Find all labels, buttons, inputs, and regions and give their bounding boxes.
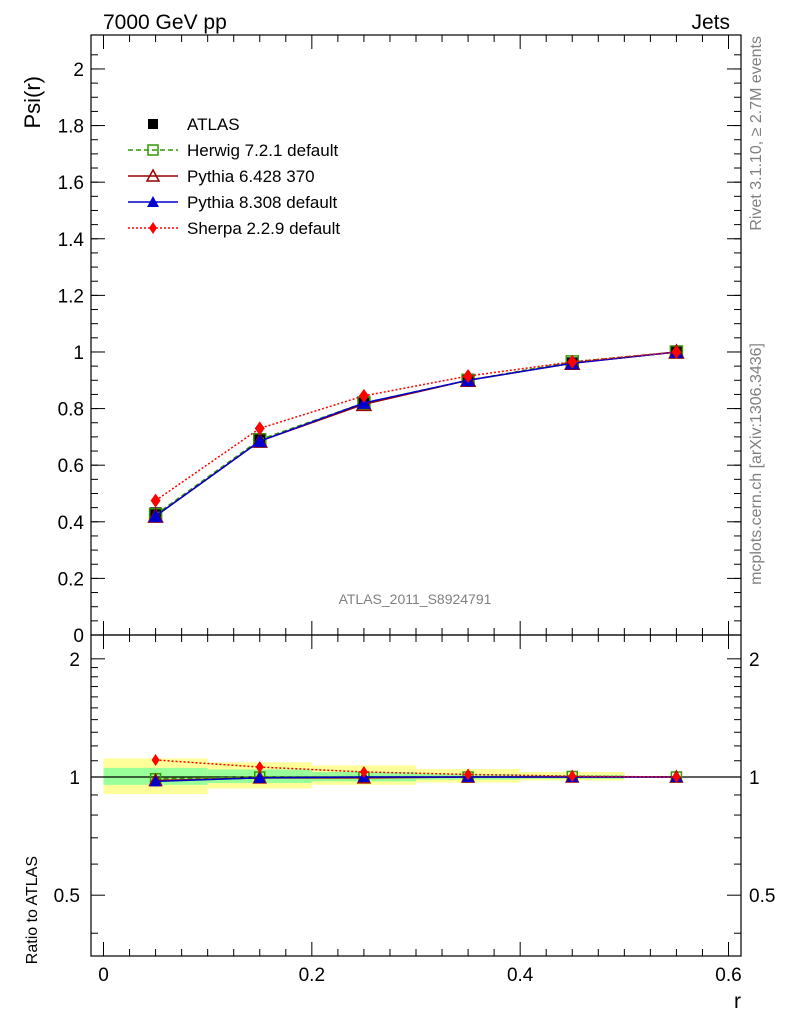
main-line-pythia6 [155, 351, 677, 517]
x-tick-label: 0.6 [715, 965, 741, 986]
legend-marker-pythia8 [147, 196, 159, 207]
x-tick-label: 0.2 [299, 965, 325, 986]
legend-marker-herwig [147, 144, 159, 156]
main-line-herwig [155, 351, 677, 516]
mcplots-label: mcplots.cern.ch [arXiv:1306.3436] [748, 343, 765, 585]
main-y-tick-label: 0.4 [58, 513, 85, 534]
rivet-version-label: Rivet 3.1.10, ≥ 2.7M events [748, 36, 765, 231]
legend-marker-pythia6 [145, 168, 161, 182]
ratio-y-tick-label-right: 0.5 [749, 886, 775, 907]
ratio-line-pythia8 [155, 776, 677, 783]
ratio-y-axis-label: Ratio to ATLAS [24, 856, 41, 964]
ratio-point-sherpa [568, 770, 577, 783]
ratio-point-sherpa [151, 753, 160, 766]
main-point-sherpa [254, 421, 265, 436]
x-tick-label: 0.4 [507, 965, 534, 986]
header-energy-label: 7000 GeV pp [103, 11, 227, 34]
main-y-tick-label: 0.2 [58, 569, 84, 590]
main-y-tick-label: 0.6 [58, 456, 84, 477]
main-y-tick-label: 1 [73, 343, 84, 364]
legend-label-atlas: ATLAS [187, 115, 240, 134]
main-line-pythia8 [155, 351, 677, 517]
header-process-label: Jets [691, 11, 730, 34]
main-point-sherpa [358, 388, 369, 403]
ratio-point-sherpa [464, 768, 473, 781]
main-y-tick-label: 1.6 [58, 173, 84, 194]
chart-series [147, 343, 685, 787]
main-point-pythia8 [148, 509, 163, 523]
ratio-point-pythia8 [149, 775, 162, 787]
legend-marker-sherpa [149, 222, 157, 234]
main-y-tick-label: 1.2 [58, 286, 84, 307]
x-tick-label: 0 [98, 965, 109, 986]
main-point-sherpa [463, 369, 474, 384]
x-axis-label: r [734, 990, 741, 1013]
ratio-y-tick-label-right: 2 [749, 650, 760, 671]
ratio-y-tick-label-right: 1 [749, 768, 760, 789]
ratio-y-tick-label: 2 [69, 650, 80, 671]
main-point-sherpa [150, 493, 161, 508]
ratio-point-sherpa [255, 761, 264, 774]
main-y-tick-label: 1.8 [58, 117, 84, 138]
main-y-tick-label: 0 [73, 626, 84, 647]
main-line-sherpa [155, 351, 677, 502]
main-point-sherpa [671, 344, 682, 359]
main-y-tick-label: 2 [73, 60, 84, 81]
legend-label-sherpa: Sherpa 2.2.9 default [187, 219, 340, 238]
ratio-y-tick-label: 0.5 [54, 886, 80, 907]
main-y-tick-label: 1.4 [58, 230, 85, 251]
main-point-pythia8 [252, 434, 267, 448]
ratio-y-tick-label: 1 [69, 768, 80, 789]
main-y-axis-label: Psi(r) [20, 76, 45, 129]
ratio-point-pythia8 [253, 771, 266, 783]
ratio-point-sherpa [672, 771, 681, 784]
legend: ATLAS Herwig 7.2.1 default Pythia 6.428 37… [128, 115, 340, 238]
main-point-sherpa [567, 354, 578, 369]
ratio-point-sherpa [359, 765, 368, 778]
ratio-panel-frame [90, 634, 742, 957]
main-y-tick-label: 0.8 [58, 400, 84, 421]
analysis-id-label: ATLAS_2011_S8924791 [339, 591, 492, 607]
legend-label-pythia8: Pythia 8.308 default [187, 193, 338, 212]
chart-ticks: 0 0.2 0.4 0.6 0.8 1 1.2 1.4 1.6 1.8 2 0 0.2 0.4 0.6 0.5… [54, 35, 775, 986]
legend-marker-atlas [148, 119, 158, 129]
ratio-line-sherpa [155, 759, 677, 778]
legend-label-pythia6: Pythia 6.428 370 [187, 167, 315, 186]
legend-label-herwig: Herwig 7.2.1 default [187, 141, 338, 160]
